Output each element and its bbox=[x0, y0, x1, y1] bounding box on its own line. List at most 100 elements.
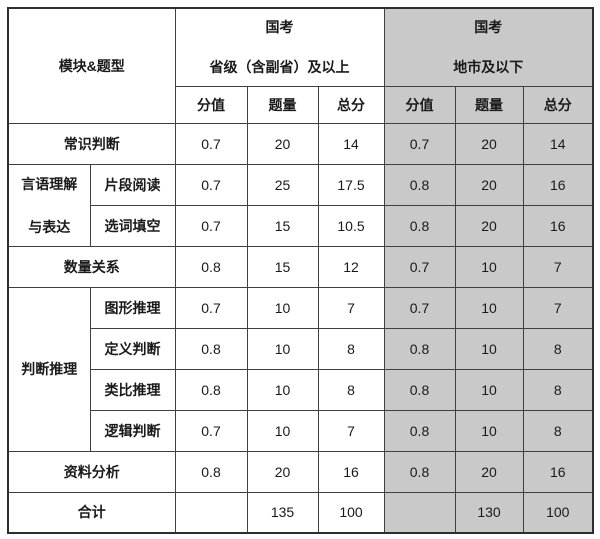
cell-value: 15 bbox=[246, 245, 319, 288]
cell-value: 20 bbox=[454, 122, 524, 165]
cell-value: 0.8 bbox=[174, 368, 248, 411]
cell-value: 7 bbox=[317, 286, 385, 329]
group-provincial-line1: 国考 bbox=[265, 19, 294, 36]
module-label-line2: 与表达 bbox=[28, 218, 71, 235]
cell-value: 10 bbox=[454, 409, 524, 452]
cell-value: 130 bbox=[454, 491, 524, 534]
cell-value: 14 bbox=[522, 122, 594, 165]
cell-value bbox=[174, 491, 248, 534]
cell-value: 0.8 bbox=[174, 245, 248, 288]
cell-value: 14 bbox=[317, 122, 385, 165]
cell-value: 20 bbox=[454, 450, 524, 493]
group-city-line1: 国考 bbox=[474, 19, 503, 36]
module-label-line1: 言语理解 bbox=[21, 175, 78, 192]
cell-value: 10 bbox=[454, 327, 524, 370]
cell-value: 0.7 bbox=[174, 163, 248, 206]
cell-value: 10 bbox=[454, 368, 524, 411]
cell-value bbox=[383, 491, 456, 534]
cell-value: 8 bbox=[317, 327, 385, 370]
cell-value: 0.8 bbox=[383, 450, 456, 493]
cell-value: 7 bbox=[317, 409, 385, 452]
cell-value: 17.5 bbox=[317, 163, 385, 206]
table-row: 类比推理 0.8 10 8 0.8 10 8 bbox=[8, 368, 594, 411]
cell-value: 0.7 bbox=[174, 204, 248, 247]
table-row: 言语理解 与表达 片段阅读 0.7 25 17.5 0.8 20 16 bbox=[7, 163, 594, 247]
cell-value: 0.7 bbox=[174, 122, 248, 165]
cell-module: 合计 bbox=[7, 491, 176, 534]
header-group-city-cell: 国考 地市及以下 bbox=[383, 7, 594, 87]
subheader-count-left: 题量 bbox=[246, 85, 319, 124]
cell-value: 0.7 bbox=[383, 122, 456, 165]
table-row: 选词填空 0.7 15 10.5 0.8 20 16 bbox=[8, 204, 594, 247]
cell-module: 常识判断 bbox=[7, 122, 176, 165]
cell-value: 10 bbox=[246, 286, 319, 329]
table-row: 定义判断 0.8 10 8 0.8 10 8 bbox=[8, 327, 594, 370]
cell-value: 0.8 bbox=[383, 204, 456, 247]
header-module-type-cell: 模块&题型 bbox=[7, 7, 176, 124]
cell-value: 0.8 bbox=[383, 368, 456, 411]
cell-value: 16 bbox=[522, 204, 594, 247]
cell-value: 0.7 bbox=[383, 286, 456, 329]
cell-value: 8 bbox=[522, 327, 594, 370]
cell-value: 10 bbox=[246, 409, 319, 452]
header-sub-row: 分值 题量 总分 分值 题量 总分 bbox=[8, 85, 594, 124]
table-row: 逻辑判断 0.7 10 7 0.8 10 8 bbox=[8, 409, 594, 452]
subheader-score-right: 分值 bbox=[383, 85, 456, 124]
cell-module: 数量关系 bbox=[7, 245, 176, 288]
cell-value: 0.8 bbox=[383, 327, 456, 370]
cell-value: 20 bbox=[454, 204, 524, 247]
cell-value: 20 bbox=[246, 122, 319, 165]
cell-value: 100 bbox=[522, 491, 594, 534]
header-group-provincial-cell: 国考 省级（含副省）及以上 bbox=[174, 7, 385, 87]
cell-module: 言语理解 与表达 bbox=[7, 163, 91, 247]
table-row: 合计 135 100 130 100 bbox=[7, 491, 594, 534]
cell-value: 100 bbox=[317, 491, 385, 534]
cell-value: 16 bbox=[522, 163, 594, 206]
cell-value: 15 bbox=[246, 204, 319, 247]
cell-value: 8 bbox=[522, 409, 594, 452]
cell-module: 判断推理 bbox=[7, 286, 91, 452]
cell-value: 10.5 bbox=[317, 204, 385, 247]
subheader-total-left: 总分 bbox=[317, 85, 385, 124]
cell-module: 资料分析 bbox=[7, 450, 176, 493]
cell-subtype: 片段阅读 bbox=[89, 163, 176, 206]
cell-value: 12 bbox=[317, 245, 385, 288]
group-provincial-line2: 省级（含副省）及以上 bbox=[209, 59, 350, 76]
cell-subtype: 类比推理 bbox=[89, 368, 176, 411]
cell-value: 0.8 bbox=[383, 409, 456, 452]
cell-value: 10 bbox=[454, 245, 524, 288]
cell-value: 0.8 bbox=[174, 327, 248, 370]
cell-subtype: 逻辑判断 bbox=[89, 409, 176, 452]
cell-value: 10 bbox=[454, 286, 524, 329]
score-table: 模块&题型 国考 省级（含副省）及以上 国考 地市及以下 分值 题量 总分 分值… bbox=[7, 7, 595, 534]
cell-value: 16 bbox=[522, 450, 594, 493]
cell-subtype: 选词填空 bbox=[89, 204, 176, 247]
table-row: 判断推理 图形推理 0.7 10 7 0.7 10 7 bbox=[7, 286, 594, 452]
cell-value: 0.7 bbox=[383, 245, 456, 288]
cell-value: 10 bbox=[246, 368, 319, 411]
subheader-score-left: 分值 bbox=[174, 85, 248, 124]
cell-value: 0.7 bbox=[174, 409, 248, 452]
cell-value: 20 bbox=[246, 450, 319, 493]
cell-value: 8 bbox=[317, 368, 385, 411]
table-row: 资料分析 0.8 20 16 0.8 20 16 bbox=[7, 450, 594, 493]
cell-value: 20 bbox=[454, 163, 524, 206]
header-group-row: 模块&题型 国考 省级（含副省）及以上 国考 地市及以下 bbox=[7, 7, 594, 124]
cell-value: 135 bbox=[246, 491, 319, 534]
cell-value: 0.8 bbox=[383, 163, 456, 206]
cell-value: 7 bbox=[522, 245, 594, 288]
cell-subtype: 图形推理 bbox=[89, 286, 176, 329]
cell-value: 8 bbox=[522, 368, 594, 411]
cell-value: 16 bbox=[317, 450, 385, 493]
cell-value: 0.7 bbox=[174, 286, 248, 329]
table-row: 数量关系 0.8 15 12 0.7 10 7 bbox=[7, 245, 594, 288]
cell-value: 25 bbox=[246, 163, 319, 206]
cell-value: 10 bbox=[246, 327, 319, 370]
cell-value: 0.8 bbox=[174, 450, 248, 493]
subheader-total-right: 总分 bbox=[522, 85, 594, 124]
cell-value: 7 bbox=[522, 286, 594, 329]
group-city-line2: 地市及以下 bbox=[453, 59, 524, 76]
cell-subtype: 定义判断 bbox=[89, 327, 176, 370]
subheader-count-right: 题量 bbox=[454, 85, 524, 124]
